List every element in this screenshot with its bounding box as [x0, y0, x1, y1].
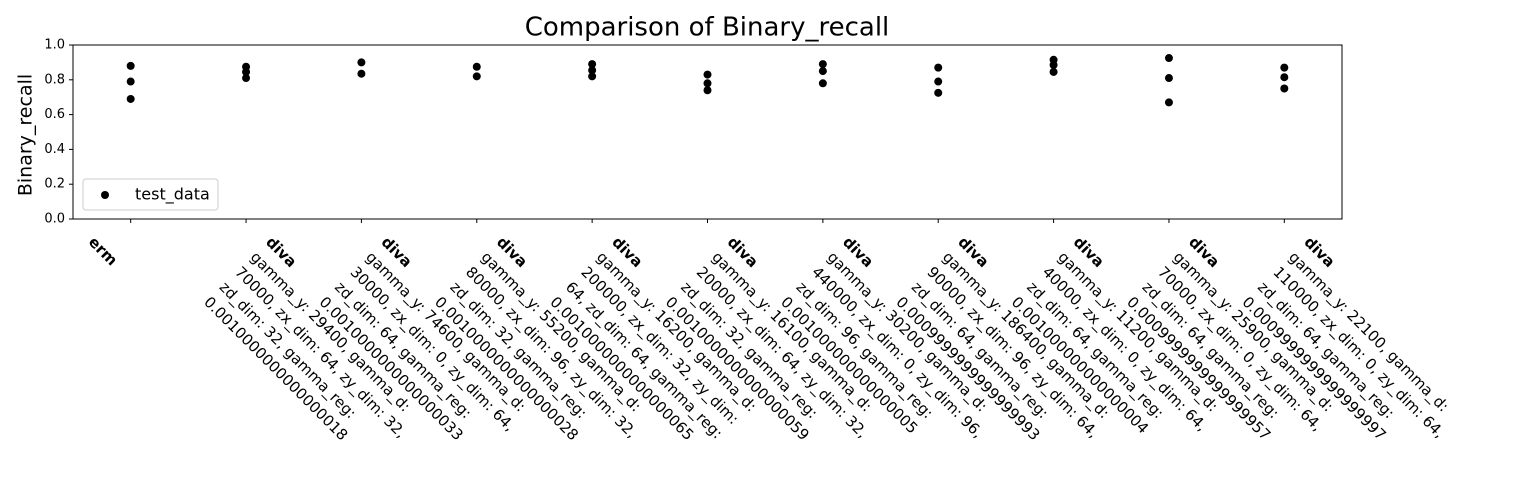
- legend-box: [82, 178, 219, 211]
- point: [588, 72, 597, 81]
- point: [1280, 63, 1289, 72]
- legend-label: test_data: [135, 185, 210, 205]
- chart-title: Comparison of Binary_recall: [525, 13, 890, 43]
- point: [1164, 74, 1173, 83]
- y-tick-label: 0.4: [44, 142, 65, 157]
- point: [472, 72, 481, 81]
- point: [357, 69, 366, 78]
- point: [242, 74, 251, 83]
- point: [588, 66, 597, 75]
- point: [472, 62, 481, 71]
- y-tick-label: 0.2: [44, 177, 65, 192]
- point: [818, 67, 827, 76]
- point: [1280, 84, 1289, 93]
- legend-marker: [101, 191, 109, 199]
- point: [1164, 54, 1173, 63]
- point: [588, 60, 597, 69]
- y-tick-label: 0.6: [44, 107, 65, 122]
- point: [818, 60, 827, 69]
- y-tick-label: 1.0: [44, 38, 65, 53]
- point: [703, 86, 712, 95]
- point: [1049, 67, 1058, 76]
- point: [126, 61, 135, 70]
- x-tick-label: erm: [85, 233, 121, 269]
- point: [934, 88, 943, 97]
- point: [242, 67, 251, 76]
- point: [818, 79, 827, 88]
- point: [934, 77, 943, 86]
- point: [1164, 98, 1173, 107]
- point: [357, 58, 366, 67]
- y-axis-label: Binary_recall: [15, 74, 37, 196]
- point: [1280, 73, 1289, 82]
- point: [934, 63, 943, 72]
- point: [1049, 61, 1058, 70]
- point: [703, 79, 712, 88]
- point: [126, 77, 135, 86]
- point: [126, 94, 135, 103]
- y-tick-label: 0.8: [44, 72, 65, 87]
- y-tick-label: 0.0: [44, 212, 65, 227]
- point: [703, 70, 712, 79]
